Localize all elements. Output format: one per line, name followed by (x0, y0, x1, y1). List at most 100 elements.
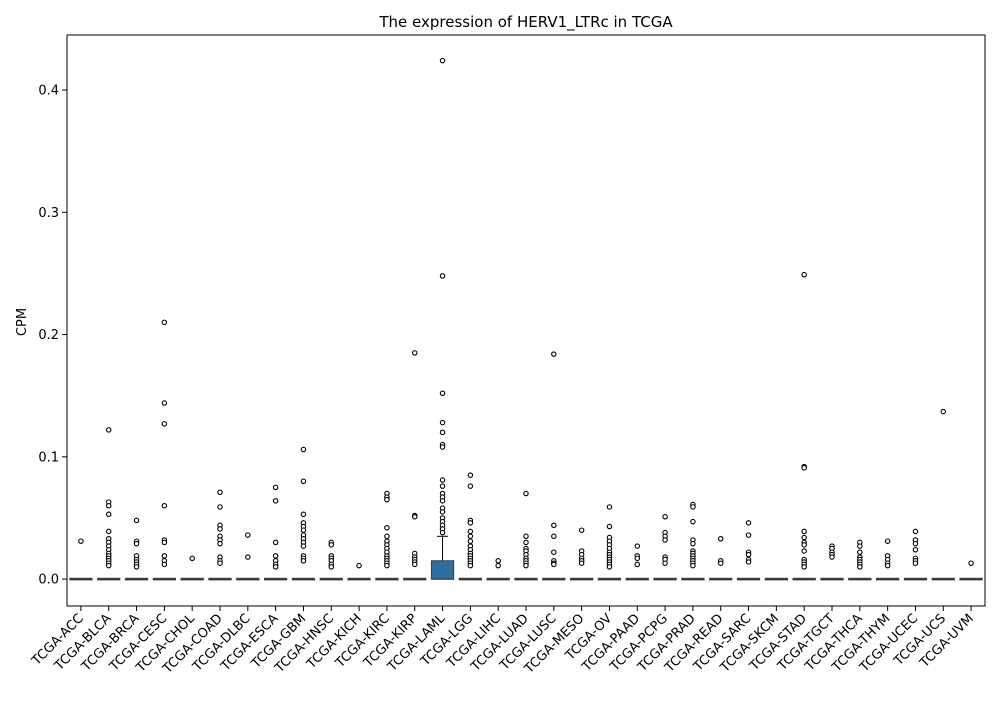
outlier-point (467, 483, 474, 489)
outlier-point (717, 536, 724, 542)
outlier-point (857, 564, 863, 570)
outlier-point (662, 560, 668, 566)
outlier-point (968, 560, 974, 566)
outlier-point (411, 561, 418, 568)
outlier-point (217, 489, 223, 496)
outlier-point (133, 517, 140, 524)
outlier-point (523, 490, 529, 497)
outlier-point (300, 527, 307, 533)
y-tick-label: 0.0 (38, 573, 59, 588)
outlier-point (161, 319, 168, 326)
outlier-point (161, 539, 168, 546)
outlier-point (857, 543, 863, 549)
outlier-point (356, 562, 362, 569)
outlier-point (690, 540, 696, 547)
outlier-point (801, 564, 807, 570)
outlier-point (189, 555, 195, 562)
outlier-point (105, 562, 112, 569)
y-tick-label: 0.3 (38, 206, 59, 221)
outlier-point (384, 562, 390, 569)
outlier-point (662, 537, 668, 543)
outlier-point (300, 446, 307, 453)
outlier-point (606, 564, 613, 570)
outlier-point (217, 504, 223, 510)
outlier-point (467, 520, 474, 526)
outlier-point (717, 560, 724, 566)
outlier-point (801, 534, 807, 541)
outlier-point (272, 553, 279, 559)
outlier-point (439, 509, 446, 515)
outlier-point (634, 561, 641, 568)
y-tick-label: 0.2 (38, 328, 59, 343)
outlier-point (467, 562, 474, 569)
outlier-point (300, 558, 307, 564)
outlier-point (439, 419, 446, 426)
outlier-point (551, 549, 557, 555)
outlier-point (105, 528, 112, 535)
plot-frame (66, 34, 986, 607)
outlier-point (133, 540, 140, 547)
outlier-point (523, 562, 529, 569)
outlier-point (439, 390, 446, 397)
y-tick-label: 0.1 (38, 450, 59, 465)
outlier-point (439, 429, 446, 436)
outlier-point (801, 465, 807, 471)
outlier-point (801, 271, 807, 278)
outlier-point (272, 498, 279, 504)
chart-title: The expression of HERV1_LTRc in TCGA (378, 13, 673, 32)
outlier-point (439, 483, 446, 489)
outlier-point (78, 538, 84, 544)
outlier-point (161, 561, 168, 568)
outlier-point (884, 562, 891, 569)
outlier-point (105, 502, 112, 509)
outlier-point (745, 551, 752, 558)
outlier-point (912, 540, 919, 547)
outlier-point (578, 527, 585, 533)
outlier-point (272, 484, 279, 491)
outlier-point (384, 496, 390, 503)
outlier-point (606, 504, 613, 510)
outlier-point (411, 350, 418, 356)
outlier-point (884, 538, 891, 544)
outlier-point (467, 533, 474, 540)
outlier-point (578, 560, 585, 566)
outlier-point (217, 540, 223, 547)
outlier-point (912, 560, 919, 566)
outlier-point (161, 400, 168, 406)
outlier-point (161, 502, 168, 509)
outlier-point (523, 539, 529, 546)
outlier-point (161, 553, 168, 559)
outlier-point (272, 539, 279, 546)
plot-area: 0.00.10.20.30.4TCGA-ACCTCGA-BLCATCGA-BRC… (29, 57, 983, 677)
outlier-point (523, 533, 529, 540)
outlier-point (439, 444, 446, 450)
outlier-point (439, 529, 446, 536)
box-tcga-laml (430, 560, 455, 580)
outlier-point (606, 523, 613, 530)
outlier-point (272, 564, 279, 570)
outlier-point (912, 547, 919, 553)
outlier-point (745, 532, 752, 538)
y-tick-label: 0.4 (38, 84, 59, 99)
outlier-point (467, 472, 474, 478)
outlier-point (857, 549, 863, 555)
y-axis-label: CPM (15, 308, 30, 336)
outlier-point (940, 408, 947, 415)
outlier-point (384, 524, 390, 531)
outlier-point (495, 562, 501, 569)
outlier-point (217, 526, 223, 532)
outlier-point (634, 543, 641, 549)
outlier-point (801, 528, 807, 535)
outlier-point (690, 562, 696, 569)
outlier-point (217, 560, 223, 566)
outlier-point (105, 427, 112, 433)
outlier-point (439, 57, 446, 64)
outlier-point (634, 555, 641, 562)
outlier-point (245, 554, 251, 560)
outlier-point (300, 543, 307, 549)
outlier-point (467, 528, 474, 535)
outlier-point (439, 273, 446, 279)
outlier-point (133, 564, 140, 570)
